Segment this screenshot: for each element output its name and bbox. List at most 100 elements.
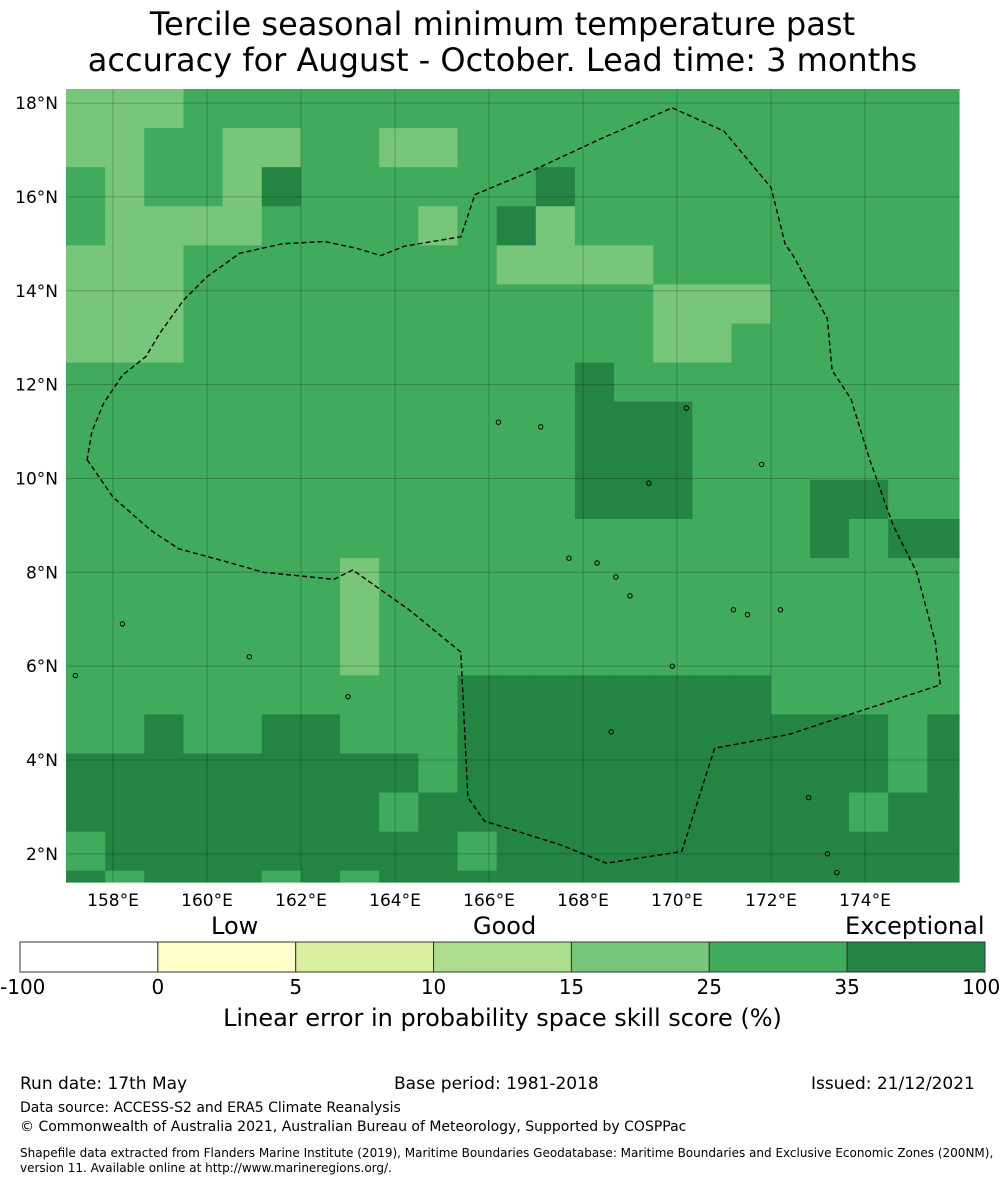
skill-cell: [614, 518, 654, 559]
skill-cell: [888, 401, 928, 442]
skill-cell: [809, 675, 850, 715]
skill-cell: [222, 128, 263, 168]
skill-cell: [849, 167, 889, 207]
skill-cell: [418, 792, 459, 833]
skill-cell: [809, 362, 850, 403]
skill-cell: [300, 362, 341, 403]
skill-cell: [535, 245, 576, 286]
skill-cell: [614, 89, 654, 129]
skill-cell: [496, 636, 537, 676]
skill-cell: [457, 401, 498, 442]
atoll: [627, 593, 633, 599]
skill-cell: [457, 870, 498, 883]
skill-cell: [614, 362, 654, 403]
lat-tick-label: 16°N: [15, 188, 58, 208]
skill-cell: [457, 440, 498, 481]
skill-cell: [692, 206, 733, 246]
skill-cell: [496, 675, 537, 715]
skill-cell: [418, 128, 459, 168]
skill-cell: [496, 128, 537, 168]
skill-cell: [927, 440, 960, 481]
skill-cell: [692, 128, 733, 168]
skill-cell: [614, 323, 654, 364]
skill-cell: [809, 831, 850, 872]
skill-cell: [261, 675, 302, 715]
skill-cell: [535, 675, 576, 715]
skill-cell: [144, 245, 185, 286]
colorbar-segment: [708, 941, 848, 973]
skill-cell: [105, 89, 145, 129]
skill-cell: [300, 792, 341, 833]
skill-cell: [927, 401, 960, 442]
skill-cell: [105, 245, 145, 286]
skill-cell: [692, 636, 733, 676]
skill-cell: [457, 323, 498, 364]
skill-cell: [183, 792, 224, 833]
skill-cell: [770, 675, 811, 715]
skill-cell: [574, 518, 615, 559]
skill-cell: [105, 870, 145, 883]
skill-cell: [418, 206, 459, 246]
colorbar-tick-label: 25: [696, 975, 723, 999]
skill-cell: [261, 792, 302, 833]
skill-cell: [574, 714, 615, 755]
skill-cell: [574, 870, 615, 883]
skill-cell: [105, 714, 145, 755]
skill-cell: [692, 675, 733, 715]
skill-cell: [418, 518, 459, 559]
colorbar-tick-label: 35: [834, 975, 860, 999]
skill-cell: [379, 362, 419, 403]
skill-cell: [183, 597, 224, 637]
skill-cell: [574, 597, 615, 637]
skill-cell: [105, 284, 145, 325]
skill-cell: [927, 128, 960, 168]
skill-cell: [653, 714, 694, 755]
skill-cell: [535, 753, 576, 794]
skill-cell: [614, 636, 654, 676]
skill-cell: [418, 401, 459, 442]
skill-cell: [340, 753, 380, 794]
skill-cell: [535, 128, 576, 168]
skill-cell: [692, 401, 733, 442]
skill-cell: [731, 636, 772, 676]
skill-cell: [770, 831, 811, 872]
skill-cell: [261, 206, 302, 246]
skill-cell: [183, 323, 224, 364]
skill-cell: [653, 479, 694, 520]
skill-cell: [300, 636, 341, 676]
atoll: [72, 672, 79, 679]
skill-cell: [340, 792, 380, 833]
skill-cell: [888, 597, 928, 637]
skill-cell: [731, 89, 772, 129]
skill-cell: [496, 284, 537, 325]
skill-cell: [809, 206, 850, 246]
skill-cell: [300, 128, 341, 168]
atoll: [345, 693, 351, 700]
skill-cell: [379, 675, 419, 715]
skill-cell: [300, 401, 341, 442]
skill-cell: [66, 401, 106, 442]
skill-cell: [340, 167, 380, 207]
skill-cell: [222, 753, 263, 794]
skill-cell: [261, 831, 302, 872]
skill-cell: [653, 753, 694, 794]
skill-cell: [653, 323, 694, 364]
colorbar-segment: [570, 941, 710, 973]
eez-boundary: [86, 107, 941, 864]
colorbar-tick-label: 5: [289, 975, 303, 999]
skill-cell: [222, 245, 263, 286]
lon-tick-label: 166°E: [463, 891, 515, 911]
skill-cell: [888, 518, 928, 559]
skill-cell: [535, 792, 576, 833]
skill-cell: [653, 675, 694, 715]
skill-cell: [144, 206, 185, 246]
skill-cell: [144, 479, 185, 520]
skill-cell: [653, 597, 694, 637]
skill-cell: [888, 206, 928, 246]
skill-cell: [731, 206, 772, 246]
skill-cell: [340, 558, 380, 598]
skill-cell: [379, 597, 419, 637]
skill-cell: [300, 597, 341, 637]
skill-cell: [496, 401, 537, 442]
atoll: [608, 729, 614, 735]
